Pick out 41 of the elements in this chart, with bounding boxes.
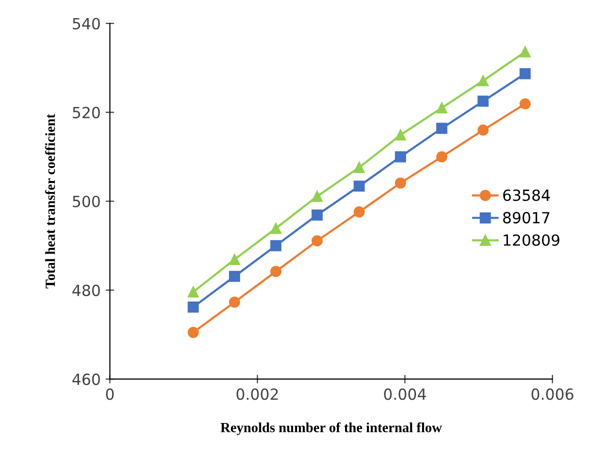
point <box>354 180 365 192</box>
point <box>520 46 531 58</box>
y-axis-title: Total heat transfer coefficient <box>45 114 55 288</box>
point <box>270 222 282 234</box>
y-tick-label: 500 <box>72 196 100 208</box>
point <box>312 209 323 221</box>
point <box>478 124 489 136</box>
point <box>478 75 489 86</box>
point <box>354 206 365 218</box>
point <box>520 68 531 80</box>
point <box>270 266 282 278</box>
x-tick-label: 0.006 <box>532 388 574 400</box>
point <box>394 129 406 141</box>
point <box>270 240 282 252</box>
point <box>436 151 448 162</box>
point <box>394 177 406 189</box>
point <box>188 326 199 338</box>
legend-label: 120809 <box>504 234 560 246</box>
point <box>436 122 448 134</box>
point <box>436 102 448 114</box>
x-tick-label: 0.002 <box>236 388 278 400</box>
y-tick-label: 460 <box>72 374 100 386</box>
point <box>394 151 406 162</box>
y-tick-label: 540 <box>72 18 100 30</box>
y-tick-label: 520 <box>72 106 100 118</box>
point <box>354 162 365 174</box>
y-tick-label: 480 <box>72 284 100 296</box>
point <box>228 296 240 308</box>
legend-label: 89017 <box>503 212 550 224</box>
point <box>312 190 323 202</box>
x-axis-title: Reynolds number of the internal flow <box>220 422 442 436</box>
point <box>228 270 240 282</box>
x-tick-label: 0.004 <box>384 388 426 400</box>
point <box>520 98 531 110</box>
x-tick-label: 0 <box>106 388 114 400</box>
point <box>188 302 199 313</box>
point <box>228 254 240 266</box>
point <box>312 235 323 246</box>
point <box>478 96 489 107</box>
point <box>188 286 199 298</box>
legend-label: 63584 <box>503 189 550 202</box>
